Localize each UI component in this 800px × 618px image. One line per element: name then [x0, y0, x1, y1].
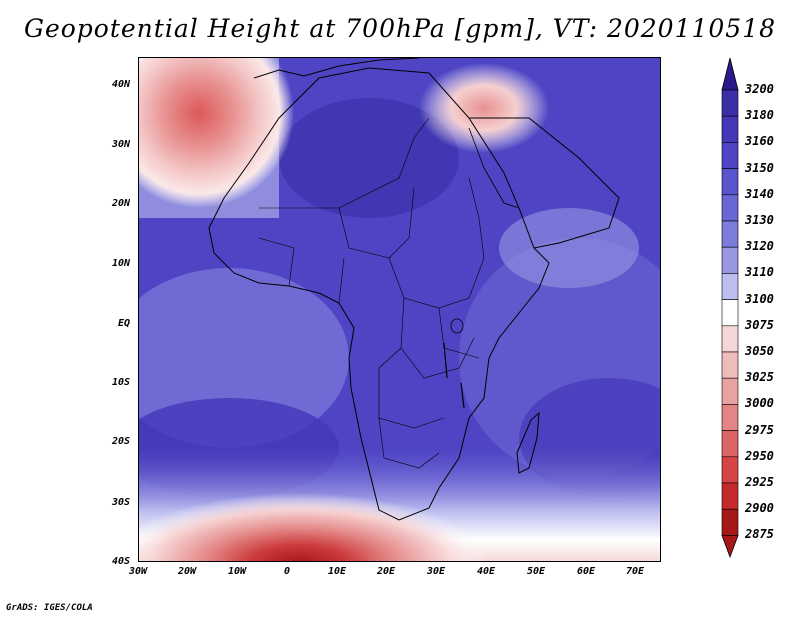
colorbar-tick-label: 3120 — [745, 239, 774, 254]
lon-label-0: 0 — [283, 566, 291, 577]
colorbar-arrow-top — [721, 58, 739, 91]
colorbar-band — [721, 377, 739, 405]
footer-credit: GrADS: IGES/COLA — [6, 603, 93, 613]
colorbar-band — [721, 351, 739, 379]
colorbar-tick-label: 3075 — [745, 317, 774, 332]
map-title: Geopotential Height at 700hPa [gpm], VT:… — [23, 14, 777, 43]
colorbar-tick-label: 3100 — [745, 291, 774, 306]
africa-coastline — [208, 67, 550, 521]
colorbar-band — [721, 246, 739, 274]
map-plot-area — [138, 57, 661, 562]
colorbar-band — [721, 168, 739, 196]
geopotential-field — [139, 58, 660, 561]
lat-label-eq: EQ — [117, 318, 130, 329]
colorbar-tick-label: 3150 — [745, 160, 774, 175]
colorbar-tick-label: 2900 — [745, 501, 774, 516]
colorbar-band — [721, 299, 739, 327]
colorbar-band — [721, 325, 739, 353]
colorbar-tick-label: 3130 — [745, 213, 774, 227]
lat-label-40s: 40S — [111, 556, 130, 567]
lon-label-40e: 40E — [476, 566, 496, 577]
colorbar-tick-label: 2925 — [745, 475, 774, 489]
lon-label-70e: 70E — [625, 566, 645, 577]
colorbar-band — [721, 89, 739, 117]
colorbar-band — [721, 115, 739, 143]
colorbar-tick-label: 3180 — [745, 108, 774, 123]
colorbar — [721, 58, 739, 558]
red-sea-coastline — [468, 127, 520, 209]
europe-coastline — [253, 58, 420, 79]
arabia-coastline — [469, 117, 620, 249]
colorbar-tick-label: 2875 — [745, 527, 774, 542]
lat-label-30n: 30N — [111, 139, 130, 150]
colorbar-band — [721, 456, 739, 484]
colorbar-band — [721, 508, 739, 536]
lat-label-10n: 10N — [111, 258, 130, 269]
lon-label-30w: 30W — [128, 566, 148, 577]
colorbar-arrow-bottom — [721, 534, 739, 558]
colorbar-tick-label: 3000 — [745, 396, 774, 411]
colorbar-band — [721, 404, 739, 431]
colorbar-tick-label: 3140 — [745, 186, 774, 201]
colorbar-tick-label: 3200 — [745, 82, 774, 96]
lon-label-30e: 30E — [426, 566, 446, 577]
colorbar-band — [721, 142, 739, 169]
lon-label-10w: 10W — [227, 566, 247, 577]
lon-label-50e: 50E — [526, 566, 546, 577]
lake-victoria — [450, 318, 464, 334]
colorbar-tick-label: 3110 — [745, 265, 774, 280]
colorbar-tick-label: 3025 — [745, 370, 774, 385]
lat-label-40n: 40N — [111, 79, 130, 90]
colorbar-band — [721, 273, 739, 300]
colorbar-tick-label: 2950 — [745, 448, 774, 463]
country-borders — [258, 117, 485, 469]
lat-label-20s: 20S — [111, 436, 130, 447]
colorbar-tick-label: 3160 — [745, 134, 774, 149]
madagascar-coastline — [516, 411, 540, 474]
lat-label-30s: 30S — [111, 497, 130, 508]
colorbar-band — [721, 194, 739, 222]
lat-label-20n: 20N — [111, 198, 130, 209]
lake-tanganyika — [443, 342, 448, 379]
colorbar-band — [721, 220, 739, 248]
lat-label-10s: 10S — [111, 377, 130, 388]
colorbar-tick-label: 3050 — [745, 344, 774, 358]
lon-label-10e: 10E — [327, 566, 347, 577]
colorbar-band — [721, 482, 739, 510]
lon-label-20w: 20W — [177, 566, 197, 577]
lon-label-20e: 20E — [376, 566, 396, 577]
lake-malawi — [460, 382, 465, 409]
lon-label-60e: 60E — [576, 566, 596, 577]
colorbar-tick-label: 2975 — [745, 422, 774, 437]
colorbar-band — [721, 430, 739, 458]
